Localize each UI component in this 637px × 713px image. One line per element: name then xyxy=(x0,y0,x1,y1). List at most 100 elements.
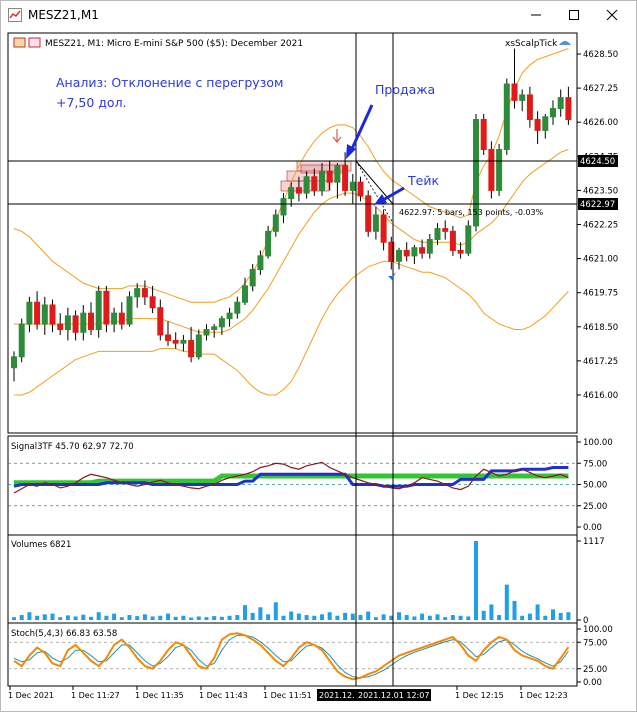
volume-bar xyxy=(96,612,101,620)
signal-blue-line xyxy=(13,466,569,488)
signal-dark-line xyxy=(13,461,569,494)
candle-body xyxy=(11,356,17,369)
indicator-tag: xsScalpTick xyxy=(505,39,558,49)
volume-bar xyxy=(450,615,455,620)
candle-body xyxy=(496,148,503,191)
candle-body xyxy=(95,290,102,331)
candle-body xyxy=(165,334,171,341)
close-button[interactable] xyxy=(591,1,633,29)
volume-bar xyxy=(27,612,32,620)
volume-bar xyxy=(289,611,294,620)
volume-bar xyxy=(204,617,209,620)
price-tick-label: 4616.00 xyxy=(583,391,618,401)
close-icon xyxy=(606,9,618,21)
signal-tick-label: 75.00 xyxy=(583,459,607,469)
candle-body xyxy=(480,118,487,150)
volume-bar xyxy=(173,616,178,620)
price-tick-label: 4627.25 xyxy=(583,84,618,94)
chart-app-icon xyxy=(8,8,22,22)
signal-tick-label: 25.00 xyxy=(583,502,607,512)
candle-body xyxy=(218,318,225,328)
volume-bar xyxy=(119,617,124,620)
volume-bar xyxy=(312,615,317,620)
band-lower-line xyxy=(14,260,569,396)
candle-body xyxy=(103,290,110,325)
candle-body xyxy=(449,230,456,251)
candle-body xyxy=(134,288,141,298)
candle-body xyxy=(249,269,256,287)
candle-body xyxy=(288,187,295,200)
volume-bar xyxy=(320,614,324,620)
candle-body xyxy=(365,195,372,232)
volume-bar xyxy=(65,615,70,620)
price-panel[interactable] xyxy=(7,32,578,434)
maximize-button[interactable] xyxy=(553,1,595,29)
candle-body xyxy=(64,315,71,331)
candle-body xyxy=(72,315,79,333)
volume-bar xyxy=(89,616,93,620)
volume-bar xyxy=(258,607,263,620)
maximize-icon xyxy=(569,10,579,20)
candle-body xyxy=(388,241,395,262)
volume-bar xyxy=(335,615,340,620)
price-tick-label: 4623.50 xyxy=(583,186,618,196)
price-tick-label: 4617.25 xyxy=(583,357,618,367)
volume-bar xyxy=(551,609,555,620)
time-crosshair-box-2 xyxy=(355,689,431,701)
candle-body xyxy=(303,176,310,194)
window-title: MESZ21,M1 xyxy=(28,8,99,22)
title-bar: MESZ21,M1 xyxy=(1,1,636,29)
volume-series: 1117 0 xyxy=(12,537,605,626)
candle-body xyxy=(319,170,325,191)
toolbar-icon-1[interactable] xyxy=(13,37,26,48)
volume-bar xyxy=(358,615,363,620)
stoch-tick-label: 0.00 xyxy=(583,678,602,688)
volume-bar xyxy=(397,612,401,620)
candle-body xyxy=(473,118,479,227)
volume-bar xyxy=(304,615,309,620)
volume-bar xyxy=(535,604,540,620)
time-axis: 1 Dec 2021 1 Dec 11:27 1 Dec 11:35 1 Dec 11… xyxy=(8,686,568,700)
candle-body xyxy=(503,83,510,150)
signal-panel[interactable] xyxy=(7,435,578,536)
volume-bar xyxy=(281,615,286,620)
price-tick-label: 4626.00 xyxy=(583,118,618,128)
time-tick-label: 1 Dec 12:23 xyxy=(519,691,568,700)
candle-body xyxy=(180,339,187,344)
candle-body xyxy=(349,181,356,191)
candle-body xyxy=(272,214,279,232)
price-tick-label: 4628.50 xyxy=(583,50,618,60)
candle-body xyxy=(550,108,556,118)
measure-diagonal xyxy=(355,160,394,224)
volume-bar xyxy=(327,612,332,620)
take-arrow-icon xyxy=(374,186,405,205)
candle-body xyxy=(419,247,426,254)
stoch-main-line xyxy=(13,632,570,681)
current-price-label: 4622.97 xyxy=(580,200,615,210)
symbol-info: MESZ21, M1: Micro E-mini S&P 500 ($5): D… xyxy=(45,39,303,49)
volume-bar xyxy=(504,584,509,620)
volume-panel[interactable] xyxy=(7,534,578,624)
volume-bar xyxy=(142,614,147,620)
minimize-button[interactable] xyxy=(515,1,557,29)
volume-bar xyxy=(127,615,132,620)
volume-bar xyxy=(19,615,24,620)
take-marker-icon xyxy=(388,272,396,280)
volume-bar xyxy=(527,613,532,620)
volume-bar xyxy=(50,613,55,620)
candle-body xyxy=(188,339,195,358)
chart-header: MESZ21, M1: Micro E-mini S&P 500 ($5): D… xyxy=(13,37,571,49)
toolbar-icon-2[interactable] xyxy=(28,37,41,48)
hat-icon xyxy=(559,41,571,45)
signal-tick-label: 50.00 xyxy=(583,481,607,491)
minimize-icon xyxy=(531,14,541,16)
candle-body xyxy=(396,249,402,262)
volume-bar xyxy=(112,613,117,620)
volume-tick-label: 1117 xyxy=(583,537,605,547)
volume-bar xyxy=(73,616,78,620)
time-tick-label: 1 Dec 12:15 xyxy=(455,691,504,700)
price-tick-label: 4618.50 xyxy=(583,323,618,333)
volume-bar xyxy=(458,615,463,620)
